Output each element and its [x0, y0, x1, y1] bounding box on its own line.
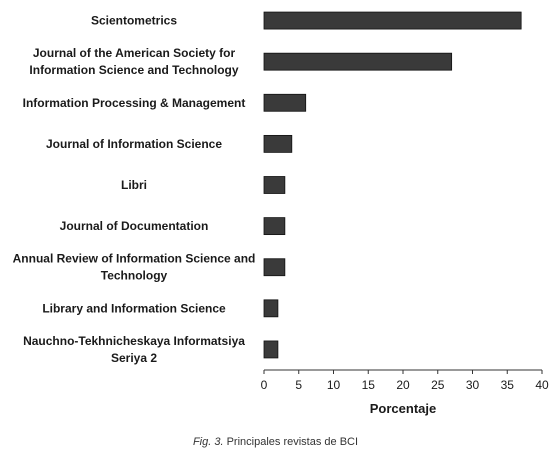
bar: [263, 134, 293, 153]
x-tick-label: 0: [261, 378, 268, 392]
bar: [263, 93, 307, 112]
figure-caption: Fig. 3. Principales revistas de BCI: [0, 436, 551, 448]
x-axis-title: Porcentaje: [370, 401, 436, 416]
category-label: Annual Review of Information Science and…: [13, 252, 256, 283]
x-tick-label: 30: [466, 378, 480, 392]
category-label: Information Processing & Management: [23, 96, 246, 110]
bar: [263, 176, 286, 194]
category-label: Journal of Information Science: [46, 137, 222, 151]
category-label: Journal of the American Society for Infor…: [29, 46, 238, 77]
caption-text: Principales revistas de BCI: [223, 436, 359, 448]
bar: [263, 299, 279, 318]
figure-label: Fig. 3.: [192, 436, 224, 448]
bar: [263, 340, 279, 359]
x-tick-label: 20: [396, 378, 410, 392]
category-labels: Scientometrics Journal of the American So…: [13, 14, 256, 365]
bar: [263, 52, 453, 71]
bar: [263, 217, 286, 236]
bar: [263, 11, 522, 30]
bar-chart: Scientometrics Journal of the American So…: [13, 11, 549, 416]
category-label: Scientometrics: [91, 14, 177, 28]
x-tick-label: 5: [295, 378, 302, 392]
x-tick-label: 40: [535, 378, 549, 392]
bars-group: [263, 11, 522, 359]
x-tick-label: 35: [501, 378, 515, 392]
x-tick-label: 15: [362, 378, 376, 392]
x-tick-label: 25: [431, 378, 445, 392]
category-label: Library and Information Science: [42, 301, 226, 315]
x-tick-label: 10: [327, 378, 341, 392]
bar: [263, 258, 286, 277]
category-label: Libri: [121, 178, 147, 192]
x-axis: 0 5 10 15 20 25 30 35 40: [261, 369, 549, 392]
category-label: Nauchno-Tekhnicheskaya Informatsiya Seriy…: [23, 334, 245, 365]
category-label: Journal of Documentation: [60, 219, 209, 233]
